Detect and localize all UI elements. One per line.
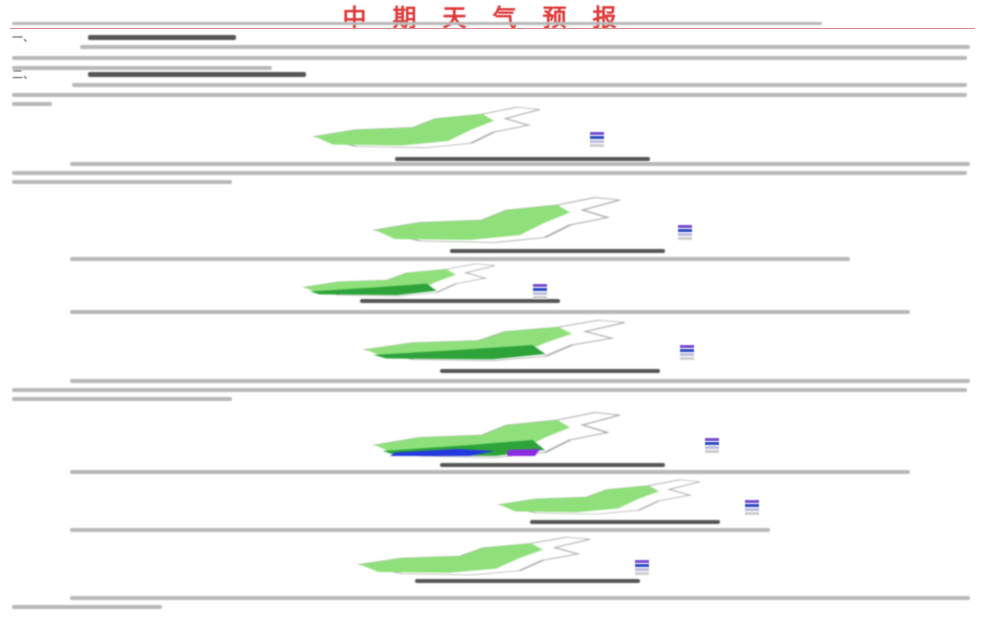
paragraph-line (70, 310, 910, 314)
light-green-region (359, 543, 543, 573)
legend-swatch (680, 353, 694, 356)
section-2-marker: 二、 (12, 68, 34, 81)
map-legend (680, 345, 694, 361)
legend-swatch (745, 500, 759, 503)
legend-swatch (533, 284, 547, 287)
legend-swatch (705, 438, 719, 441)
paragraph-line (12, 66, 272, 70)
legend-swatch (635, 572, 649, 575)
map-legend (635, 560, 649, 576)
blue-region (390, 449, 495, 456)
map-3 (301, 263, 495, 297)
legend-swatch (680, 357, 694, 360)
legend-swatch (678, 229, 692, 232)
legend-swatch (745, 512, 759, 515)
purple-region (507, 449, 540, 456)
paragraph-line (12, 605, 162, 609)
figure-caption (530, 520, 720, 524)
light-green-region (375, 205, 570, 240)
document-title: 中期天气预报 (342, 4, 643, 32)
dark-green-region (309, 283, 437, 296)
legend-swatch (533, 292, 547, 295)
header-info-line (12, 22, 822, 25)
legend-swatch (705, 442, 719, 445)
paragraph-line (12, 102, 52, 106)
legend-swatch (533, 288, 547, 291)
paragraph-line (70, 528, 770, 532)
paragraph-line (12, 56, 967, 60)
paragraph-line (12, 388, 967, 392)
dark-green-region (373, 345, 546, 360)
legend-swatch (680, 345, 694, 348)
figure-caption (395, 157, 650, 161)
legend-swatch (678, 237, 692, 240)
paragraph-line (70, 257, 850, 261)
map-legend (590, 132, 604, 148)
figure-caption (440, 369, 660, 373)
legend-swatch (678, 225, 692, 228)
section-1-heading (88, 35, 236, 40)
paragraph-line (72, 83, 967, 87)
paragraph-line (12, 171, 967, 175)
header-divider (10, 28, 975, 29)
map-1 (312, 106, 540, 149)
legend-swatch (635, 564, 649, 567)
legend-swatch (590, 140, 604, 143)
legend-swatch (705, 446, 719, 449)
map-6 (496, 479, 700, 515)
paragraph-line (12, 93, 967, 97)
paragraph-line (70, 596, 970, 600)
light-green-region (314, 114, 494, 146)
legend-swatch (590, 132, 604, 135)
legend-swatch (635, 560, 649, 563)
paragraph-line (12, 397, 232, 401)
figure-caption (450, 249, 665, 253)
legend-swatch (590, 144, 604, 147)
map-legend (705, 438, 719, 454)
paragraph-line (70, 162, 970, 166)
paragraph-line (70, 470, 910, 474)
legend-swatch (745, 504, 759, 507)
section-1-marker: 一、 (12, 31, 34, 44)
legend-swatch (678, 233, 692, 236)
legend-swatch (705, 450, 719, 453)
figure-caption (440, 463, 665, 467)
map-legend (678, 225, 692, 241)
map-legend (533, 284, 547, 300)
legend-swatch (635, 568, 649, 571)
legend-swatch (680, 349, 694, 352)
section-2-heading (88, 72, 306, 77)
paragraph-line (12, 180, 232, 184)
paragraph-line (80, 45, 970, 49)
figure-caption (360, 299, 560, 303)
paragraph-line (70, 379, 970, 383)
legend-swatch (590, 136, 604, 139)
figure-caption (415, 579, 640, 583)
light-green-region (499, 485, 659, 513)
legend-swatch (533, 296, 547, 299)
map-4 (362, 319, 625, 362)
map-legend (745, 500, 759, 516)
map-5 (372, 412, 620, 458)
legend-swatch (745, 508, 759, 511)
map-2 (372, 197, 620, 243)
map-7 (357, 536, 590, 576)
